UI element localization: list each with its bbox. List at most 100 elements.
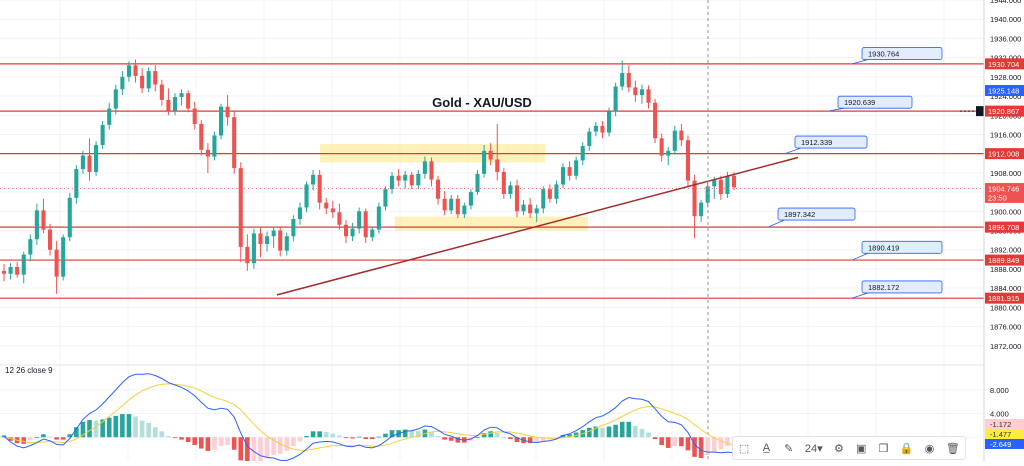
candle-body — [330, 208, 335, 213]
candle-body — [357, 211, 362, 229]
eye-icon[interactable]: ◉ — [924, 442, 935, 455]
candle-body — [403, 174, 408, 181]
level-callouts: 1930.764 1920.639 1912.339 1897.342 1890.419… — [767, 47, 943, 299]
macd-histogram-bar — [106, 417, 112, 438]
candle-body — [580, 146, 585, 161]
macd-histogram-bar — [133, 416, 138, 438]
callout-box — [777, 207, 856, 221]
candle-body — [245, 246, 250, 264]
price-axis: 1944.000 1940.000 1936.000 1932.000 1928.000… — [960, 0, 1024, 351]
callout-label: 1930.764 — [868, 50, 899, 59]
text-icon[interactable]: A̲ — [762, 442, 771, 454]
candle-body — [107, 108, 112, 125]
trendline — [276, 156, 799, 296]
level-badge-label: 1930.704 — [988, 60, 1019, 69]
macd-line — [3, 373, 735, 461]
candle-body — [731, 175, 737, 188]
macd-histogram-bar — [402, 429, 408, 438]
price-tick-label: 1888.000 — [990, 265, 1021, 274]
macd-histogram-bar — [383, 433, 388, 438]
callout-label: 1920.639 — [844, 98, 875, 107]
price-badge — [985, 183, 1024, 195]
candle-body — [409, 174, 414, 186]
candle-body — [554, 184, 559, 199]
candle-body — [429, 161, 434, 180]
candle-body — [534, 208, 539, 214]
macd-histogram-bar — [258, 437, 263, 463]
macd-histogram-bar — [376, 436, 382, 438]
callout-leader — [851, 59, 869, 65]
macd-histogram-bar — [725, 437, 730, 447]
macd-histogram-bar — [692, 437, 697, 457]
candle-body — [495, 159, 500, 172]
candle-body — [8, 267, 13, 274]
candle-body — [153, 71, 158, 85]
settings-icon[interactable]: ⚙ — [833, 442, 844, 455]
candle-body — [541, 189, 546, 209]
candle-body — [159, 84, 164, 100]
price-tick-label: 1928.000 — [990, 73, 1021, 82]
pencil-icon[interactable]: ✎ — [784, 442, 794, 455]
candle-body — [74, 169, 79, 198]
candle-body — [383, 189, 388, 207]
macd-histogram-bar — [277, 437, 283, 454]
callout-box — [861, 280, 943, 294]
candle-body — [172, 97, 178, 111]
candle-body — [482, 150, 487, 174]
candle-body — [442, 198, 447, 211]
candle-body — [679, 130, 684, 141]
macd-histogram-bar — [442, 437, 447, 440]
candle-body — [508, 185, 513, 195]
macd-histogram-bar — [619, 421, 625, 438]
lock-icon[interactable]: 🔒 — [899, 442, 914, 455]
macd-histogram-bar — [245, 437, 250, 466]
candle-body — [324, 202, 329, 209]
level-badge — [985, 254, 1024, 266]
macd-histogram-bar — [429, 431, 434, 438]
candle-body — [389, 175, 395, 190]
price-tick-label: 1936.000 — [990, 34, 1021, 43]
callout-leader — [851, 252, 869, 261]
layers-icon[interactable]: ▣ — [855, 442, 867, 455]
candle-body — [620, 73, 625, 87]
size-icon[interactable]: 24▾ — [804, 442, 823, 455]
candle-body — [343, 224, 349, 237]
macd-histogram-bar — [475, 437, 480, 439]
candle-body — [370, 229, 375, 238]
macd-histogram-bar — [679, 437, 684, 447]
price-tick-label: 1932.000 — [990, 54, 1021, 63]
price-tick-label: 1872.000 — [990, 342, 1021, 351]
macd-histogram-bar — [573, 432, 579, 438]
macd-tick-label: 4.000 — [990, 410, 1009, 419]
macd-histogram-bar — [606, 426, 612, 438]
select-icon[interactable]: ⬚ — [738, 442, 750, 455]
macd-histogram-bar — [633, 425, 638, 438]
macd-histogram-bar — [264, 437, 270, 459]
candle-body — [87, 155, 92, 172]
candle-body — [593, 125, 598, 132]
candle-body — [21, 254, 26, 275]
candle-body — [659, 138, 664, 156]
callout-leader — [827, 107, 845, 112]
candle-body — [488, 150, 493, 160]
macd-value-label: -1.477 — [990, 430, 1011, 439]
candle-body — [166, 99, 171, 111]
price-tick-label: 1908.000 — [990, 169, 1021, 178]
copy-icon[interactable]: ❐ — [878, 442, 889, 455]
macd-histogram-bar — [179, 437, 184, 440]
macd-histogram-bar — [185, 437, 191, 442]
trash-icon[interactable]: 🗑 — [945, 442, 960, 455]
candle-body — [363, 211, 368, 238]
callout-label: 1912.339 — [801, 138, 832, 147]
price-tick-label: 1880.000 — [990, 303, 1021, 312]
macd-histogram-bar — [323, 431, 329, 438]
candle-body — [455, 198, 460, 215]
candle-body — [61, 237, 66, 277]
macd-histogram-bar — [126, 414, 132, 438]
macd-histogram-bar — [639, 428, 645, 438]
macd-histogram-bar — [356, 436, 362, 438]
macd-histogram-bar — [172, 437, 178, 439]
